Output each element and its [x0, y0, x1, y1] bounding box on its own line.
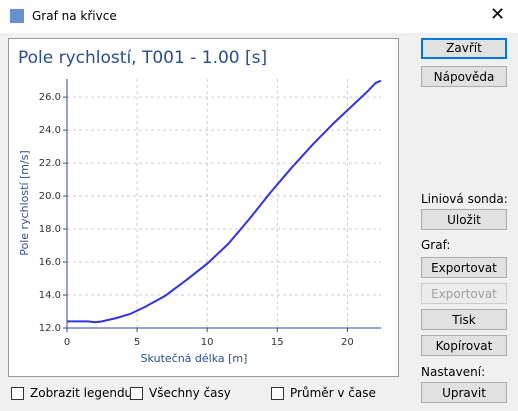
- x-tick-label: 10: [201, 337, 214, 348]
- y-tick-label: 16.0: [39, 257, 61, 268]
- chart-frame: [8, 38, 399, 377]
- y-axis-label: Pole rychlostí [m/s]: [18, 150, 31, 255]
- checkbox-label: Všechny časy: [149, 386, 231, 400]
- chart-title: Pole rychlostí, T001 - 1.00 [s]: [18, 48, 267, 68]
- x-tick-label: 20: [341, 337, 354, 348]
- print-button[interactable]: Tisk: [421, 309, 507, 330]
- app-icon: [10, 9, 24, 23]
- close-button[interactable]: Zavřít: [421, 38, 507, 59]
- x-tick-label: 0: [64, 337, 70, 348]
- checkbox-label: Zobrazit legendu: [30, 386, 133, 400]
- checkbox-label: Průměr v čase: [290, 386, 376, 400]
- y-tick-label: 20.0: [39, 191, 61, 202]
- export-all-button: Exportovat vše: [421, 283, 507, 322]
- copy-button[interactable]: Kopírovat: [421, 335, 507, 356]
- x-axis-label: Skutečná délka [m]: [141, 352, 248, 365]
- settings-label: Nastavení:: [421, 365, 486, 379]
- y-tick-label: 12.0: [39, 323, 61, 334]
- graph-label: Graf:: [421, 238, 451, 252]
- y-tick-label: 14.0: [39, 290, 61, 301]
- y-tick-label: 18.0: [39, 224, 61, 235]
- x-tick-label: 15: [271, 337, 284, 348]
- probe-label: Liniová sonda:: [421, 192, 508, 206]
- save-button[interactable]: Uložit: [421, 209, 507, 230]
- y-tick-label: 22.0: [39, 158, 61, 169]
- checkbox[interactable]: Všechny časy: [130, 386, 231, 400]
- y-tick-label: 24.0: [39, 125, 61, 136]
- edit-button[interactable]: Upravit: [421, 382, 507, 403]
- title-bar: Graf na křivce ✕: [0, 0, 518, 33]
- checkbox[interactable]: Průměr v čase: [271, 386, 376, 400]
- data-line: [67, 79, 382, 324]
- x-tick-label: 5: [134, 337, 140, 348]
- window-title: Graf na křivce: [32, 9, 117, 23]
- y-tick-label: 26.0: [39, 92, 61, 103]
- export-button[interactable]: Exportovat: [421, 257, 507, 278]
- close-x[interactable]: ✕: [490, 4, 506, 25]
- help-button[interactable]: Nápověda: [421, 66, 507, 87]
- chart: Pole rychlostí, T001 - 1.00 [s] Skutečná…: [8, 38, 399, 377]
- checkbox[interactable]: Zobrazit legendu: [11, 386, 132, 400]
